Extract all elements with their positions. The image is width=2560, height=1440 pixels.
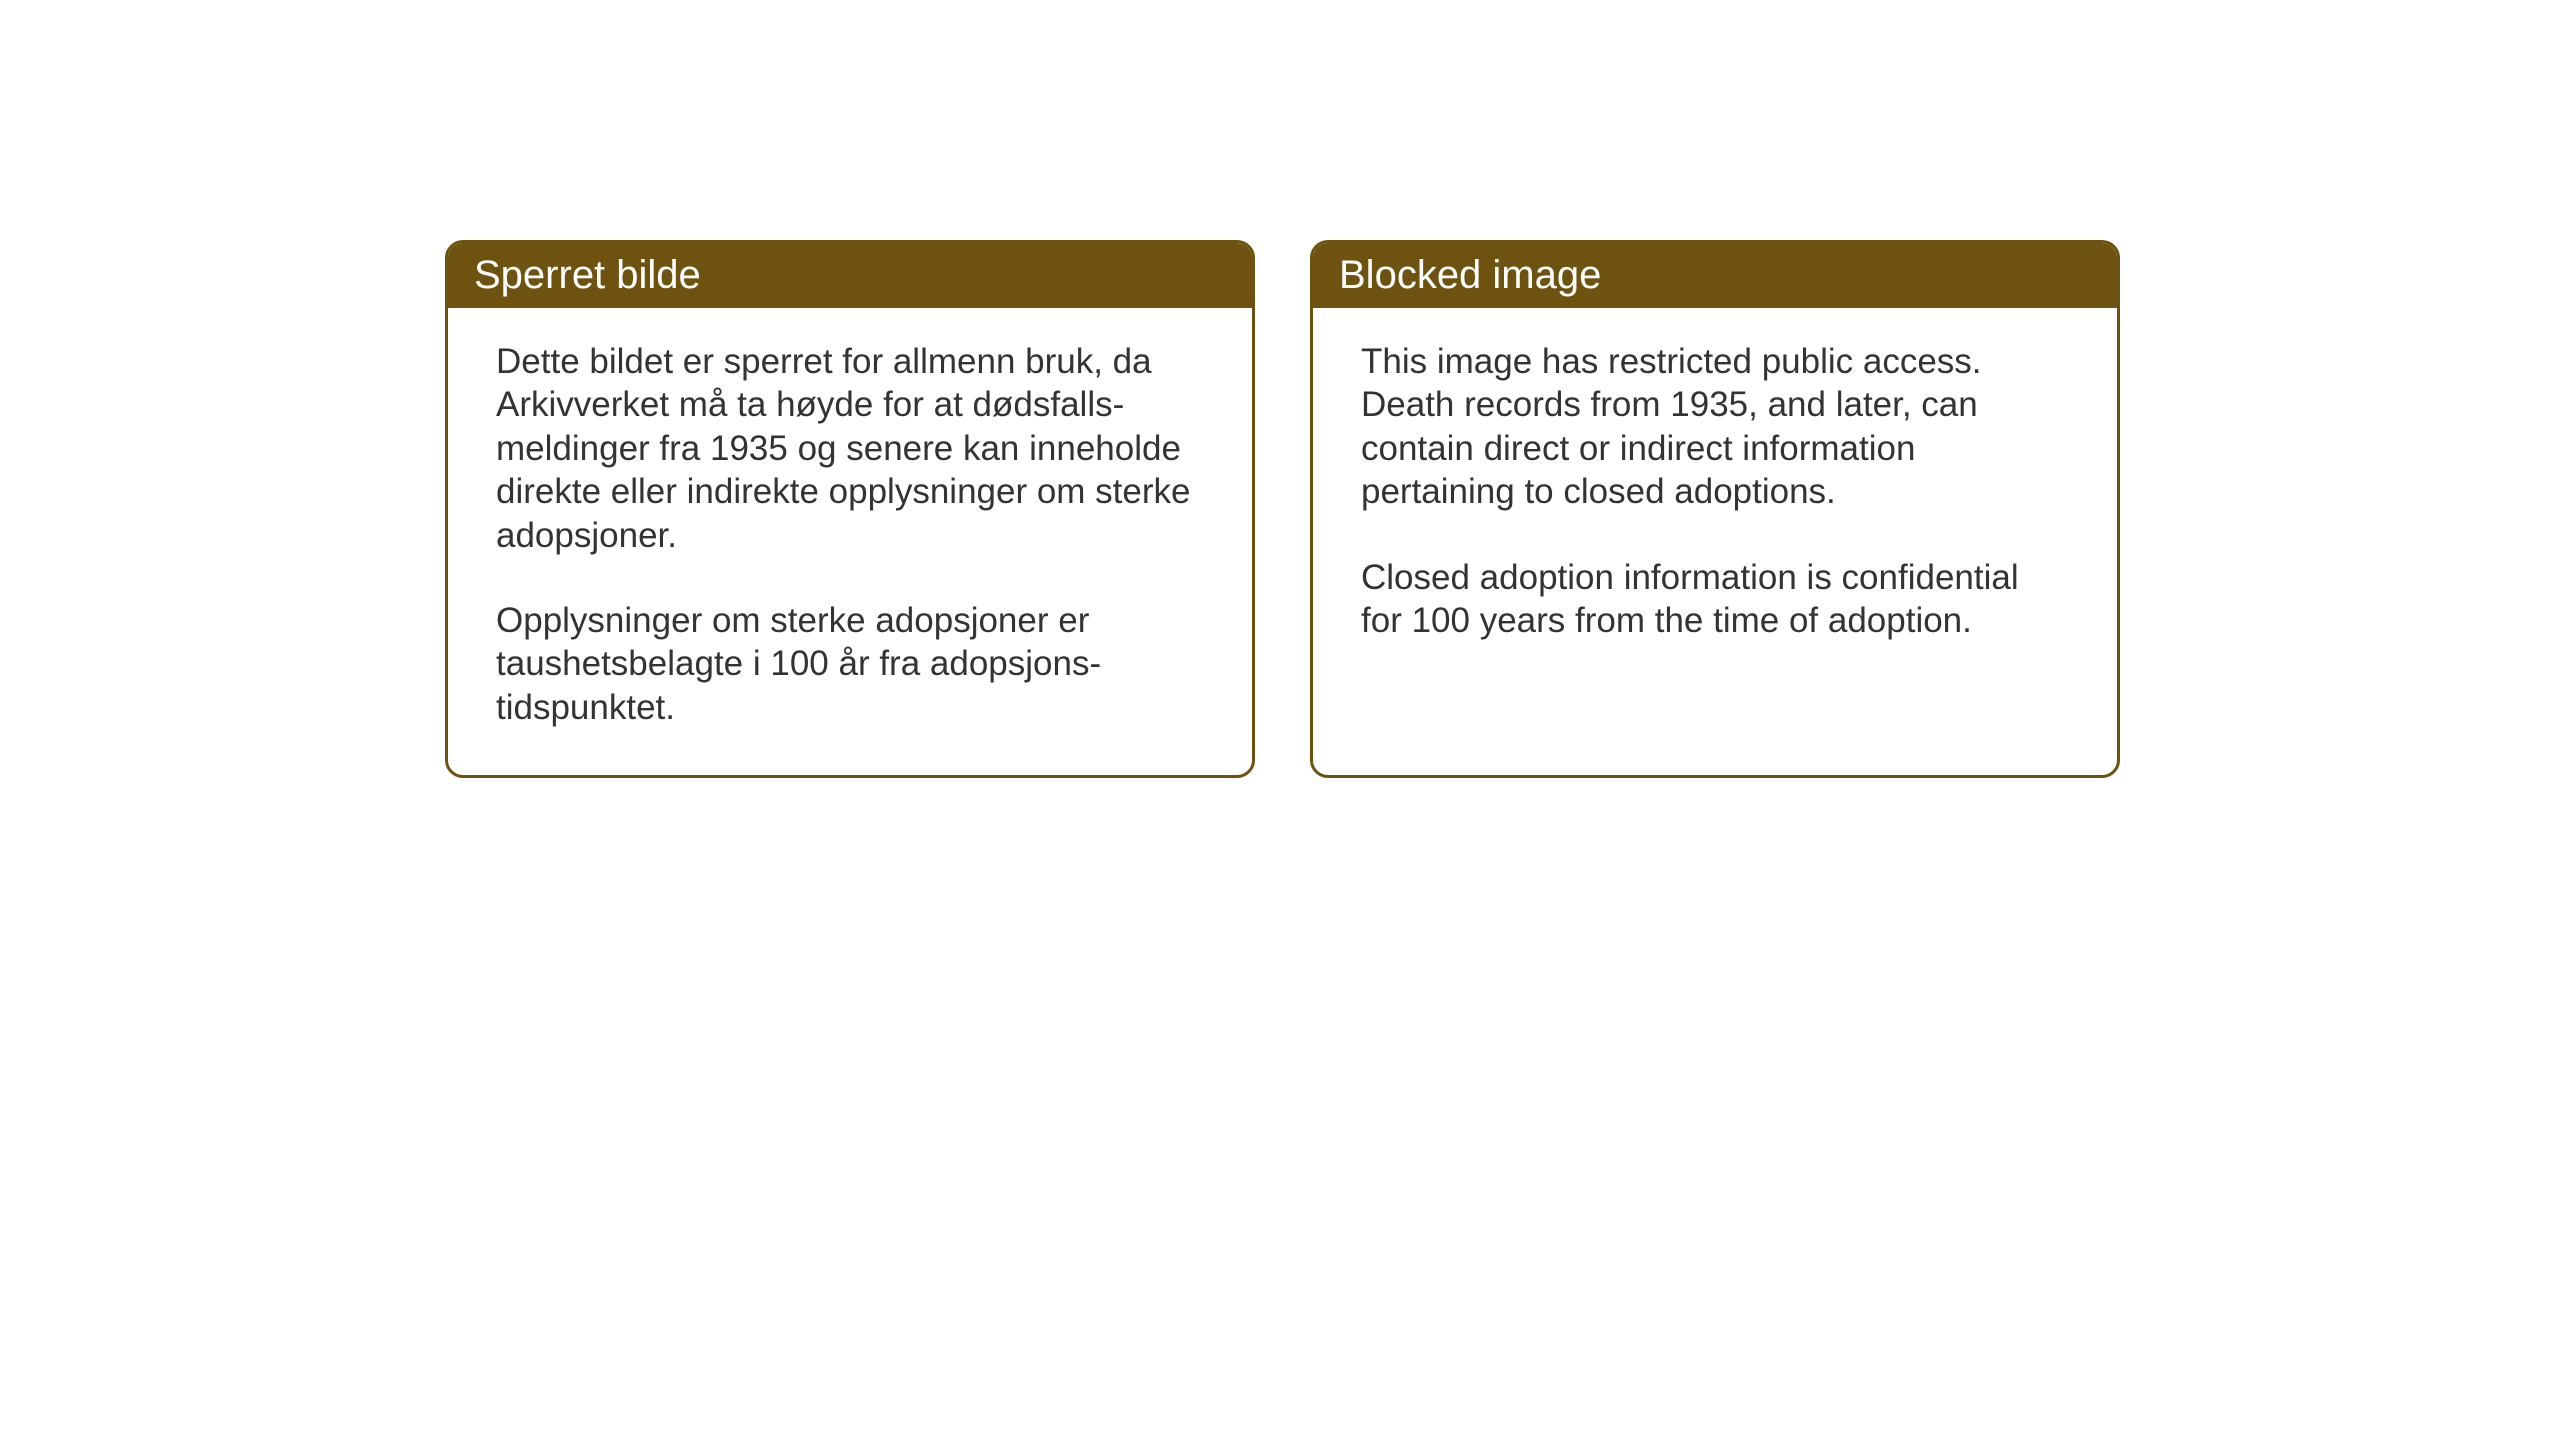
- card-body-norwegian: Dette bildet er sperret for allmenn bruk…: [448, 308, 1252, 775]
- card-header-english: Blocked image: [1313, 243, 2117, 308]
- card-header-norwegian: Sperret bilde: [448, 243, 1252, 308]
- notice-paragraph-1-en: This image has restricted public access.…: [1361, 340, 2069, 514]
- notice-paragraph-1-no: Dette bildet er sperret for allmenn bruk…: [496, 340, 1204, 557]
- notice-card-english: Blocked image This image has restricted …: [1310, 240, 2120, 778]
- notice-card-norwegian: Sperret bilde Dette bildet er sperret fo…: [445, 240, 1255, 778]
- notice-paragraph-2-en: Closed adoption information is confident…: [1361, 556, 2069, 643]
- card-body-english: This image has restricted public access.…: [1313, 308, 2117, 688]
- notice-paragraph-2-no: Opplysninger om sterke adopsjoner er tau…: [496, 599, 1204, 729]
- notice-container: Sperret bilde Dette bildet er sperret fo…: [445, 240, 2120, 778]
